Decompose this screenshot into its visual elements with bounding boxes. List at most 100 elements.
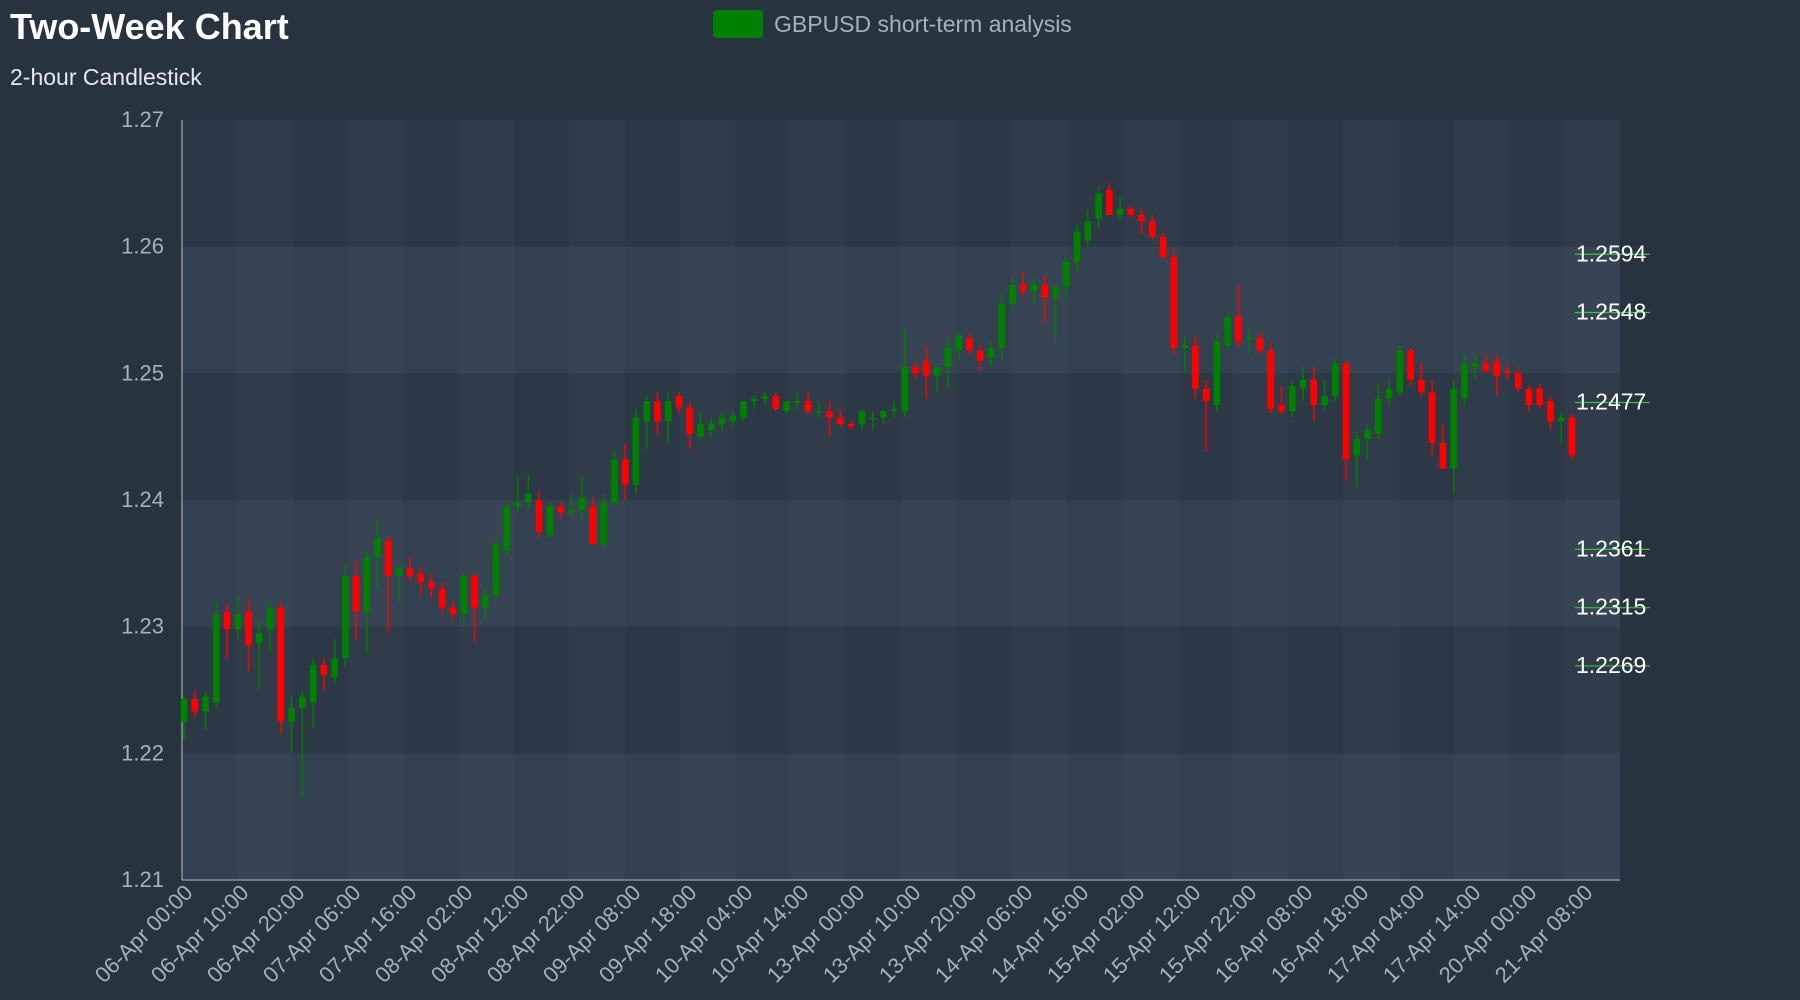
candle-body — [761, 396, 769, 399]
candle-body — [750, 398, 758, 402]
candle-body — [1536, 388, 1544, 405]
candle-body — [643, 401, 651, 422]
candle-body — [632, 417, 640, 485]
candle-body — [234, 614, 242, 630]
level-label: 1.2269 — [1576, 652, 1646, 678]
candle-body — [815, 411, 823, 413]
x-band — [1012, 120, 1067, 880]
level-label: 1.2361 — [1576, 535, 1646, 561]
axes — [181, 120, 1620, 881]
candle-body — [1170, 256, 1178, 348]
candle-body — [847, 424, 855, 427]
candle-body — [955, 335, 963, 351]
x-band — [1565, 120, 1620, 880]
candle-body — [1245, 337, 1253, 340]
candle-body — [1568, 417, 1576, 456]
candle-body — [686, 407, 694, 435]
candle-body — [1353, 439, 1361, 456]
candle-body — [245, 611, 252, 646]
candle-body — [471, 576, 478, 608]
x-band — [348, 120, 403, 880]
candle-body — [363, 557, 371, 612]
candle-body — [1514, 373, 1522, 389]
candle-body — [1095, 193, 1102, 219]
candle-body — [675, 396, 683, 408]
candle-body — [1213, 341, 1221, 405]
candle-body — [299, 696, 306, 708]
candle-body — [890, 408, 898, 412]
candle-body — [202, 696, 209, 712]
x-band — [459, 120, 514, 880]
candle-body — [1159, 236, 1167, 257]
candle-body — [707, 424, 715, 431]
candle-body — [1321, 396, 1328, 405]
candles — [180, 183, 1576, 798]
candle-body — [901, 367, 909, 412]
candle-body — [1235, 316, 1242, 342]
candle-body — [869, 417, 876, 420]
candle-body — [1482, 363, 1490, 371]
candle-body — [589, 506, 597, 545]
level-labels: 1.2594 1.2548 1.2477 1.2361 1.2315 1.2269 — [1575, 240, 1650, 678]
candle-body — [880, 411, 887, 418]
candle-body — [976, 350, 984, 361]
candle-body — [428, 582, 435, 589]
y-band — [182, 246, 1620, 374]
candle-body — [568, 510, 575, 513]
candle-body — [223, 611, 231, 630]
candle-body — [1557, 417, 1565, 422]
y-band — [182, 500, 1620, 627]
candle-body — [578, 497, 586, 511]
candle-body — [1547, 401, 1554, 422]
y-tick-label: 1.21 — [121, 867, 164, 892]
candle-body — [1525, 388, 1533, 405]
candle-body — [664, 401, 672, 422]
candle-body — [1009, 284, 1016, 304]
candle-body — [320, 664, 328, 675]
candle-body — [1062, 261, 1070, 288]
candle-body — [858, 411, 866, 424]
x-band — [237, 120, 292, 880]
candle-body — [1127, 208, 1135, 215]
candle-body — [1181, 345, 1188, 348]
candle-body — [460, 576, 468, 614]
candle-body — [492, 544, 500, 595]
candle-body — [288, 707, 295, 722]
candle-body — [1224, 316, 1232, 346]
candle-body — [740, 401, 747, 418]
legend[interactable]: GBPUSD short-term analysis — [713, 10, 1072, 38]
candle-body — [1342, 363, 1350, 460]
x-band — [1454, 120, 1509, 880]
plot-background — [182, 120, 1620, 880]
candle-body — [352, 576, 360, 612]
candle-body — [449, 607, 457, 614]
candle-body — [1202, 388, 1210, 402]
candle-body — [1428, 392, 1436, 443]
candle-body — [1439, 443, 1447, 469]
candle-body — [1471, 363, 1479, 367]
candle-body — [923, 360, 930, 376]
candle-body — [966, 337, 973, 351]
y-tick-label: 1.25 — [121, 360, 164, 385]
candle-body — [255, 633, 263, 644]
candle-body — [1138, 215, 1145, 222]
legend-swatch — [713, 10, 763, 38]
candle-body — [1030, 284, 1038, 291]
candle-body — [546, 506, 554, 536]
y-tick-label: 1.26 — [121, 234, 164, 259]
candle-body — [1461, 363, 1468, 399]
candle-body — [1019, 284, 1027, 291]
candle-body — [826, 411, 833, 418]
candle-body — [1418, 379, 1425, 393]
candle-body — [1116, 208, 1124, 215]
level-label: 1.2477 — [1576, 388, 1646, 414]
y-tick-label: 1.27 — [121, 107, 164, 132]
candle-body — [837, 417, 844, 424]
candle-body — [998, 303, 1006, 348]
candle-body — [266, 607, 274, 630]
candle-body — [342, 576, 349, 659]
candle-body — [557, 506, 564, 513]
x-band — [680, 120, 735, 880]
candle-body — [1052, 287, 1059, 298]
